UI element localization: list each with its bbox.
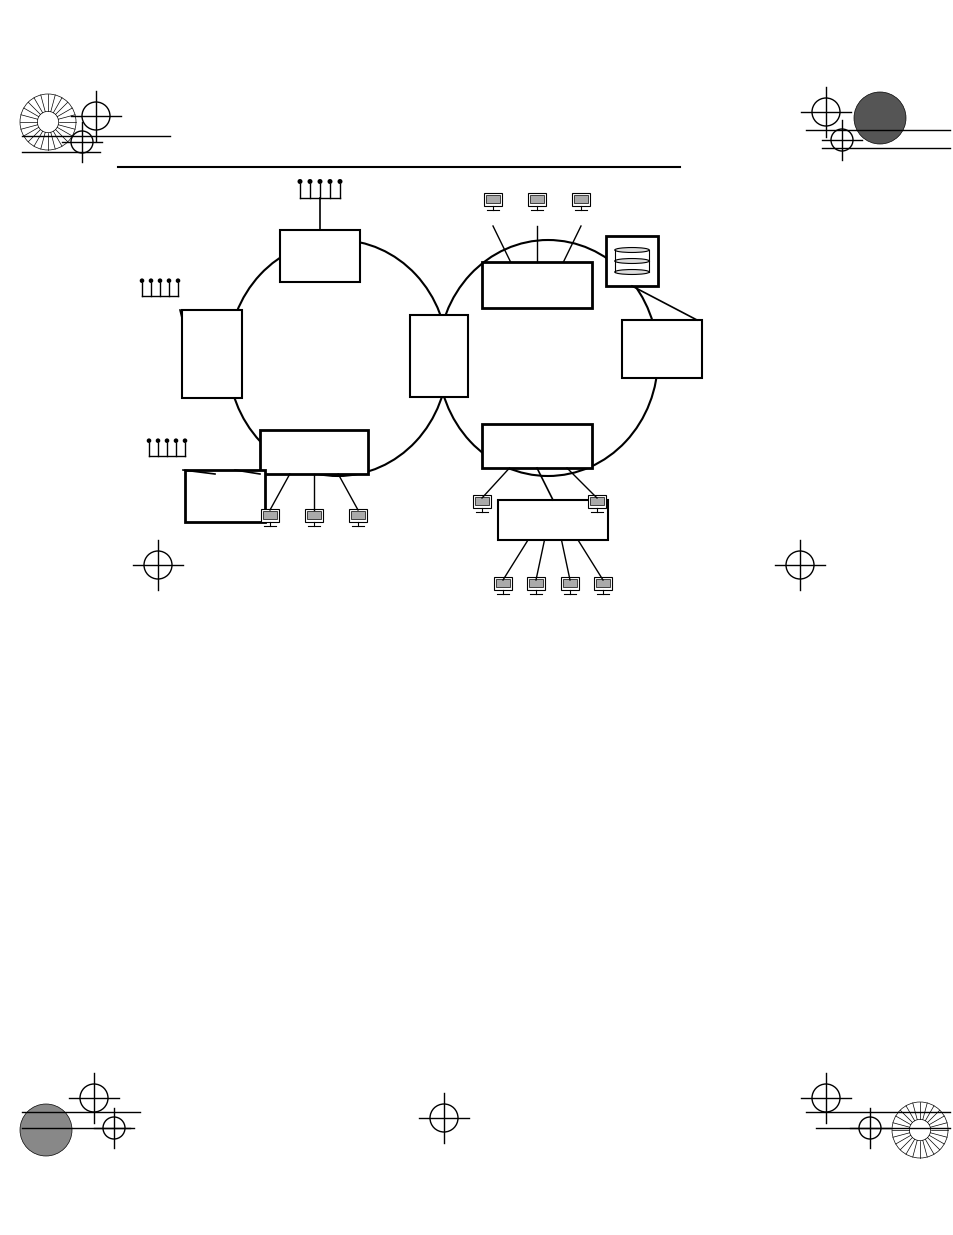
- Circle shape: [147, 438, 152, 443]
- Circle shape: [307, 179, 313, 184]
- Circle shape: [139, 278, 144, 283]
- Circle shape: [183, 438, 187, 443]
- Bar: [349, 509, 367, 522]
- Bar: [594, 577, 612, 590]
- Bar: [475, 496, 488, 505]
- Ellipse shape: [614, 258, 649, 263]
- Bar: [263, 511, 276, 519]
- Bar: [486, 195, 499, 203]
- Bar: [560, 577, 578, 590]
- Bar: [473, 494, 491, 508]
- Bar: [260, 509, 279, 522]
- Bar: [185, 471, 265, 522]
- Bar: [605, 236, 658, 287]
- Ellipse shape: [614, 269, 649, 274]
- Circle shape: [173, 438, 178, 443]
- Bar: [526, 577, 544, 590]
- Bar: [621, 320, 701, 378]
- Bar: [305, 509, 323, 522]
- Bar: [563, 579, 576, 587]
- Circle shape: [175, 278, 180, 283]
- Circle shape: [297, 179, 302, 184]
- Bar: [410, 315, 468, 396]
- Bar: [481, 262, 592, 308]
- Bar: [496, 579, 509, 587]
- Bar: [596, 579, 609, 587]
- Bar: [587, 494, 605, 508]
- Circle shape: [167, 278, 172, 283]
- Bar: [571, 193, 590, 206]
- Bar: [527, 193, 545, 206]
- Bar: [530, 195, 543, 203]
- Circle shape: [327, 179, 333, 184]
- Bar: [307, 511, 320, 519]
- Circle shape: [20, 1104, 71, 1156]
- Bar: [497, 500, 607, 540]
- Bar: [182, 310, 242, 398]
- Circle shape: [337, 179, 342, 184]
- Circle shape: [155, 438, 160, 443]
- Bar: [529, 579, 542, 587]
- Circle shape: [149, 278, 153, 283]
- Bar: [574, 195, 587, 203]
- Bar: [280, 230, 359, 282]
- Circle shape: [853, 91, 905, 144]
- Circle shape: [165, 438, 169, 443]
- Bar: [351, 511, 364, 519]
- Ellipse shape: [614, 247, 649, 252]
- Circle shape: [157, 278, 162, 283]
- Bar: [481, 424, 592, 468]
- Bar: [494, 577, 512, 590]
- Bar: [590, 496, 603, 505]
- Bar: [260, 430, 368, 474]
- Circle shape: [317, 179, 322, 184]
- Bar: [483, 193, 501, 206]
